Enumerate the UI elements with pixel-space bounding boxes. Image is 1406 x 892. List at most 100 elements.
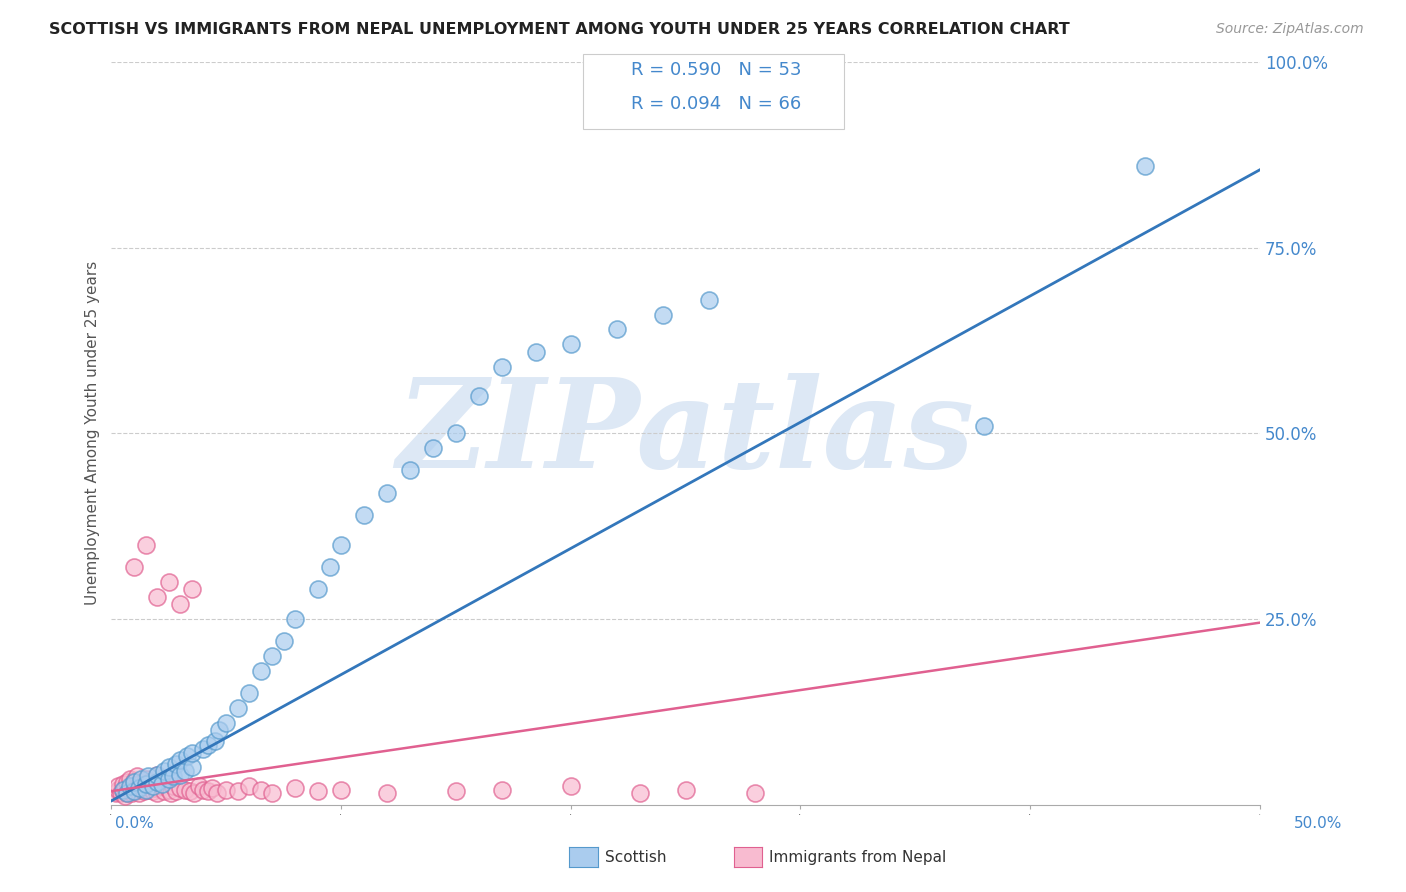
Text: Source: ZipAtlas.com: Source: ZipAtlas.com (1216, 22, 1364, 37)
Point (136, 769, 159, 783)
Point (468, 389, 491, 403)
Point (197, 738, 219, 752)
Point (162, 769, 184, 783)
Point (157, 574, 180, 589)
Point (1133, 159, 1156, 173)
Point (162, 779, 184, 793)
Point (142, 779, 165, 793)
Point (139, 775, 162, 789)
Text: 50.0%: 50.0% (1295, 816, 1343, 831)
Point (238, 779, 260, 793)
Point (135, 538, 157, 552)
Point (135, 779, 157, 793)
Point (204, 734, 226, 748)
Text: Scottish: Scottish (605, 850, 666, 864)
Point (121, 779, 143, 793)
Point (169, 768, 191, 782)
Point (142, 784, 165, 798)
Point (117, 786, 139, 800)
Point (208, 723, 231, 738)
Point (169, 781, 191, 796)
Point (399, 463, 422, 477)
Point (143, 781, 166, 796)
Point (128, 786, 150, 800)
Text: 0.0%: 0.0% (115, 816, 155, 831)
Point (146, 590, 169, 604)
Point (697, 293, 720, 307)
Point (105, 786, 128, 800)
Text: R = 0.094   N = 66: R = 0.094 N = 66 (631, 95, 801, 113)
Point (193, 782, 215, 797)
Point (215, 715, 238, 730)
Point (117, 775, 139, 789)
Point (273, 634, 295, 648)
Point (124, 775, 146, 789)
Point (118, 772, 141, 786)
Point (118, 779, 141, 793)
Point (129, 781, 152, 796)
Point (107, 779, 129, 793)
Point (118, 782, 141, 797)
Point (110, 786, 132, 800)
Point (284, 781, 307, 796)
Point (651, 308, 673, 322)
Point (176, 749, 198, 764)
Point (111, 784, 134, 798)
Point (153, 764, 176, 778)
Point (146, 768, 169, 782)
Point (125, 769, 148, 783)
Text: Immigrants from Nepal: Immigrants from Nepal (769, 850, 946, 864)
Point (114, 781, 136, 796)
Point (146, 786, 169, 800)
Point (444, 784, 467, 798)
Point (124, 773, 146, 788)
Point (135, 772, 157, 786)
Point (606, 322, 628, 336)
Text: R = 0.590   N = 53: R = 0.590 N = 53 (631, 61, 801, 78)
Point (160, 786, 183, 800)
Point (117, 786, 139, 800)
Point (165, 756, 187, 771)
Point (146, 775, 169, 789)
Point (135, 782, 157, 797)
Point (150, 779, 173, 793)
Point (201, 781, 224, 796)
Point (129, 772, 152, 786)
Point (215, 782, 238, 797)
Point (150, 777, 173, 791)
Point (444, 426, 467, 441)
Point (353, 508, 375, 522)
Point (330, 782, 353, 797)
Point (262, 648, 284, 663)
Point (174, 764, 197, 778)
Point (180, 760, 202, 774)
Point (524, 344, 547, 359)
Point (146, 768, 169, 782)
Point (187, 779, 209, 793)
Point (107, 782, 129, 797)
Point (205, 786, 228, 800)
Point (973, 418, 995, 433)
Point (157, 772, 180, 786)
Point (226, 784, 249, 798)
Text: SCOTTISH VS IMMIGRANTS FROM NEPAL UNEMPLOYMENT AMONG YOUTH UNDER 25 YEARS CORREL: SCOTTISH VS IMMIGRANTS FROM NEPAL UNEMPL… (49, 22, 1070, 37)
Point (183, 786, 205, 800)
Point (135, 777, 157, 791)
Point (284, 612, 307, 626)
Point (174, 782, 197, 797)
Point (124, 560, 146, 574)
Point (491, 359, 513, 374)
Point (136, 782, 159, 797)
Point (560, 779, 582, 793)
Point (675, 782, 697, 797)
Point (121, 786, 143, 800)
Point (628, 786, 651, 800)
Point (375, 786, 398, 800)
Point (262, 786, 284, 800)
Point (165, 784, 187, 798)
Point (375, 485, 398, 500)
Point (157, 782, 180, 797)
Point (128, 781, 150, 796)
Point (180, 746, 202, 760)
Point (307, 582, 329, 597)
